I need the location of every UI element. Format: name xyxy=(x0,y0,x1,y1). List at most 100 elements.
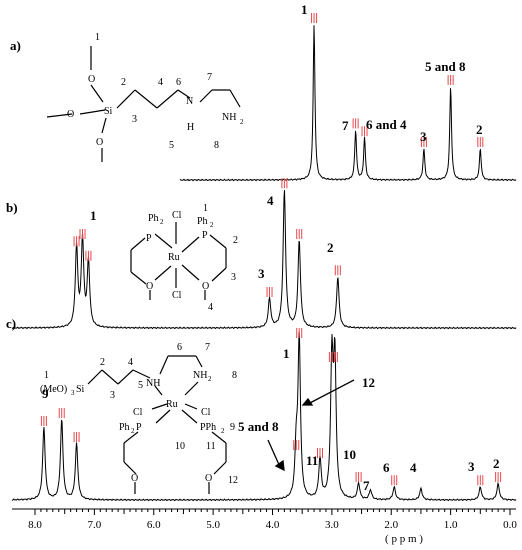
peak-label: 1 xyxy=(90,208,97,223)
molecule-structure-c xyxy=(87,355,227,494)
x-tick-label: 5.0 xyxy=(206,519,220,531)
svg-text:P: P xyxy=(202,230,208,241)
svg-text:N: N xyxy=(186,96,193,107)
peak-label: 7 xyxy=(342,118,349,133)
svg-text:7: 7 xyxy=(205,342,210,353)
svg-text:Cl: Cl xyxy=(133,407,143,418)
svg-text:Ph: Ph xyxy=(119,422,130,433)
x-tick-label: 3.0 xyxy=(325,519,339,531)
svg-text:1: 1 xyxy=(203,203,208,214)
peak-labels-c: 1 9 5 and 8 11 12 10 7 6 4 3 2 xyxy=(42,346,500,493)
molecule-labels-c: 1 (MeO) 3 Si 2 3 4 5 NH 6 7 NH 2 8 Cl Ru… xyxy=(40,342,238,486)
molecule-labels-b: Ph 2 Cl 1 Ph 2 P P 2 Ru O 3 O Cl 4 xyxy=(146,203,238,313)
svg-text:6: 6 xyxy=(176,77,181,88)
molecule-labels-a: 1 O O O 2 3 4 6 7 5 8 Si N H NH 2 xyxy=(67,32,244,151)
svg-text:2: 2 xyxy=(131,427,135,435)
peak-label: 3 xyxy=(468,459,475,474)
svg-text:P: P xyxy=(146,233,152,244)
peak-label: 2 xyxy=(493,456,500,471)
peak-label: 3 xyxy=(420,129,427,144)
panel-label-b: b) xyxy=(6,200,18,215)
x-tick-label: 6.0 xyxy=(147,519,161,531)
svg-text:5: 5 xyxy=(138,380,143,391)
svg-text:2: 2 xyxy=(210,221,214,229)
svg-text:3: 3 xyxy=(231,272,236,283)
svg-text:2: 2 xyxy=(121,77,126,88)
peak-label: 4 xyxy=(410,460,417,475)
peak-label: 6 xyxy=(383,460,390,475)
svg-text:Cl: Cl xyxy=(172,290,182,301)
spectrum-trace-b xyxy=(11,190,517,330)
svg-text:PPh: PPh xyxy=(200,422,216,433)
svg-text:2: 2 xyxy=(233,235,238,246)
svg-text:(MeO): (MeO) xyxy=(40,384,67,395)
svg-text:2: 2 xyxy=(240,118,244,126)
svg-text:O: O xyxy=(202,281,209,292)
peak-label: 2 xyxy=(476,122,483,137)
svg-text:Cl: Cl xyxy=(201,407,211,418)
svg-text:2: 2 xyxy=(208,375,212,383)
svg-text:3: 3 xyxy=(132,114,137,125)
peak-labels-b: 1 4 3 2 xyxy=(90,193,334,281)
x-tick-label: 8.0 xyxy=(28,519,42,531)
x-tick-label: 2.0 xyxy=(384,519,398,531)
svg-text:H: H xyxy=(187,122,194,133)
spectrum-trace-c xyxy=(11,331,517,502)
panel-label-c: c) xyxy=(6,316,16,331)
peak-labels-a: 1 7 6 and 4 3 5 and 8 2 xyxy=(301,2,483,144)
svg-text:6: 6 xyxy=(177,342,182,353)
svg-text:NH: NH xyxy=(222,112,236,123)
svg-text:NH: NH xyxy=(193,370,207,381)
peak-label: 6 and 4 xyxy=(366,117,407,132)
x-tick-label: 0.0 xyxy=(503,519,517,531)
panel-label-a: a) xyxy=(10,38,21,53)
svg-text:Ph: Ph xyxy=(197,216,208,227)
svg-text:Ru: Ru xyxy=(168,252,180,263)
svg-text:4: 4 xyxy=(128,357,133,368)
peak-label: 7 xyxy=(363,478,370,493)
svg-text:8: 8 xyxy=(232,370,237,381)
peak-markers xyxy=(40,13,502,486)
peak-label: 1 xyxy=(283,346,290,361)
svg-text:O: O xyxy=(67,109,74,120)
svg-text:O: O xyxy=(131,473,138,484)
svg-text:Cl: Cl xyxy=(172,210,182,221)
peak-label: 2 xyxy=(327,240,334,255)
svg-text:NH: NH xyxy=(146,378,160,389)
svg-text:1: 1 xyxy=(44,370,49,381)
svg-text:O: O xyxy=(146,281,153,292)
svg-text:Ph: Ph xyxy=(148,213,159,224)
svg-text:1: 1 xyxy=(95,32,100,43)
svg-text:11: 11 xyxy=(206,441,216,452)
spectrum-trace-a xyxy=(179,25,517,182)
peak-label: 5 and 8 xyxy=(238,419,279,434)
peak-label: 11 xyxy=(306,453,318,468)
molecule-structure-a xyxy=(46,46,241,162)
peak-label: 9 xyxy=(42,386,49,401)
peak-label: 3 xyxy=(258,266,265,281)
peak-label: 1 xyxy=(301,2,308,17)
x-axis-label: ( p p m ) xyxy=(385,533,423,545)
peak-label: 5 and 8 xyxy=(425,59,466,74)
svg-text:2: 2 xyxy=(160,218,164,226)
svg-text:12: 12 xyxy=(228,475,238,486)
svg-text:8: 8 xyxy=(214,140,219,151)
atom-o: O xyxy=(88,74,95,85)
svg-text:7: 7 xyxy=(207,72,212,83)
svg-text:Si: Si xyxy=(76,384,85,395)
molecule-structure-b xyxy=(130,222,227,300)
svg-text:3: 3 xyxy=(71,389,75,397)
x-tick-label: 1.0 xyxy=(444,519,458,531)
svg-text:Si: Si xyxy=(104,106,113,117)
peak-label: 10 xyxy=(343,447,356,462)
svg-text:10: 10 xyxy=(175,441,185,452)
peak-label: 4 xyxy=(267,193,274,208)
svg-text:5: 5 xyxy=(169,140,174,151)
x-tick-label: 7.0 xyxy=(88,519,102,531)
x-axis: 8.0 7.0 6.0 5.0 4.0 3.0 2.0 1.0 0.0 ( p p m ) xyxy=(12,508,517,545)
svg-text:3: 3 xyxy=(110,390,115,401)
svg-text:P: P xyxy=(136,422,142,433)
svg-text:Ru: Ru xyxy=(166,399,178,410)
svg-text:4: 4 xyxy=(208,302,213,313)
